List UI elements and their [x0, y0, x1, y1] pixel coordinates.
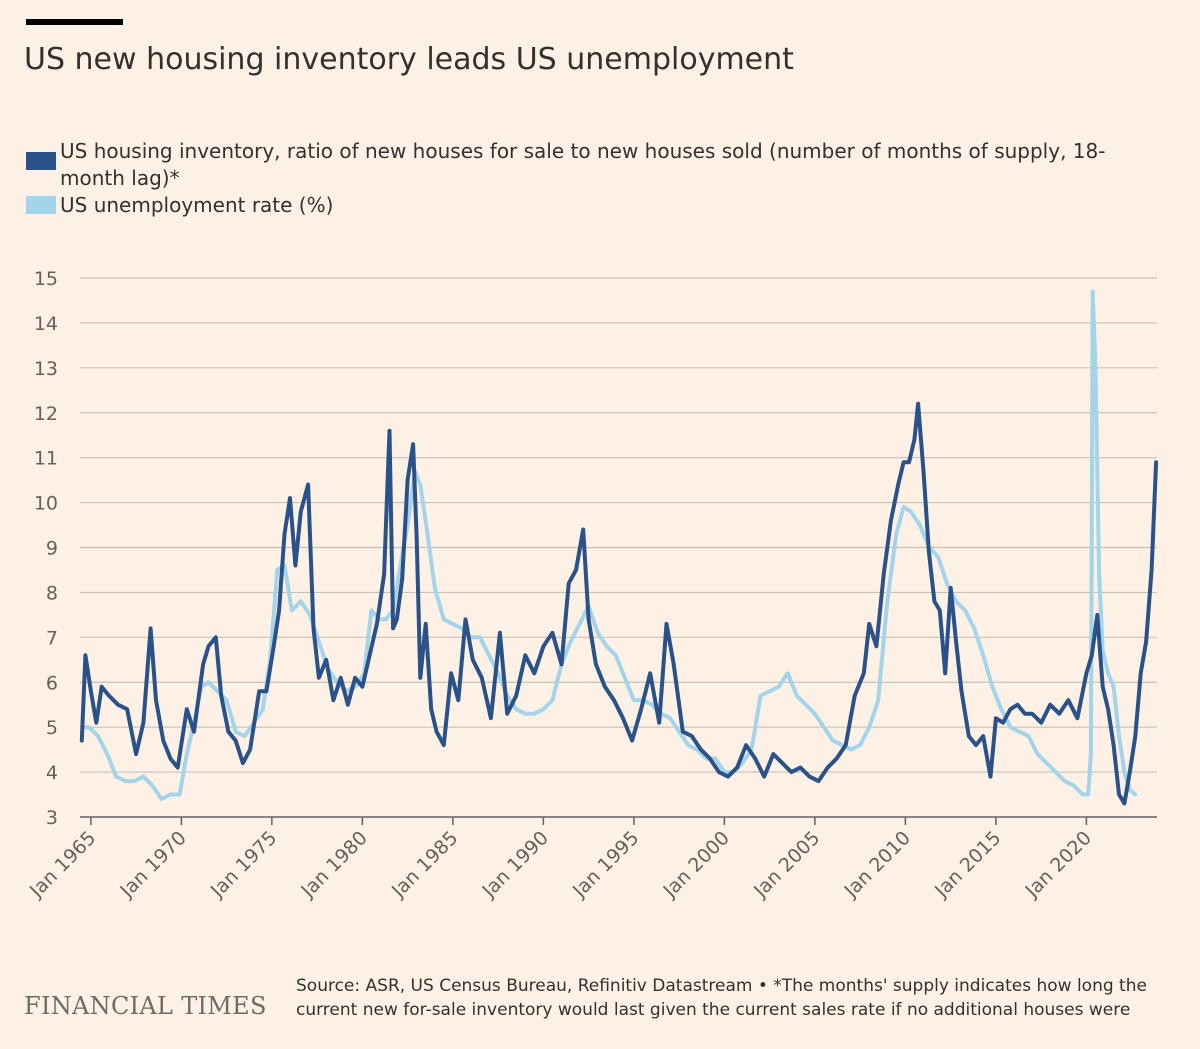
x-tick-label: Jan 2005	[749, 827, 824, 902]
legend-label-inventory: US housing inventory, ratio of new house…	[60, 139, 1106, 190]
y-tick-label: 4	[46, 762, 58, 784]
x-tick-label: Jan 1980	[296, 827, 371, 902]
y-tick-label: 11	[34, 448, 58, 470]
x-tick-label: Jan 2015	[930, 827, 1005, 902]
x-axis: Jan 1965 Jan 1970 Jan 1975 Jan 1980 Jan 1985…	[25, 817, 1096, 902]
ft-logo: FINANCIAL TIMES	[24, 992, 267, 1020]
y-tick-label: 14	[34, 313, 58, 335]
y-tick-label: 15	[34, 268, 58, 290]
y-tick-label: 5	[46, 717, 58, 739]
x-tick-label: Jan 1990	[477, 827, 552, 902]
y-tick-label: 3	[46, 807, 58, 829]
legend-swatch-inventory	[26, 152, 56, 170]
x-tick-label: Jan 2020	[1021, 827, 1096, 902]
y-tick-label: 13	[34, 358, 58, 380]
legend: US housing inventory, ratio of new house…	[26, 138, 1136, 219]
x-tick-label: Jan 2010	[839, 827, 914, 902]
y-tick-label: 12	[34, 403, 58, 425]
legend-item-inventory: US housing inventory, ratio of new house…	[26, 138, 1136, 192]
chart-title: US new housing inventory leads US unempl…	[24, 42, 794, 77]
x-tick-label: Jan 1995	[568, 827, 643, 902]
legend-item-unemployment: US unemployment rate (%)	[26, 192, 1136, 219]
legend-label-unemployment: US unemployment rate (%)	[60, 193, 334, 217]
y-tick-label: 8	[46, 582, 58, 604]
gridlines	[80, 277, 1157, 818]
y-axis: 3 4 5 6 7 8 9 10 11 12 13 14 15	[34, 268, 58, 829]
series-line-housing-inventory	[79, 401, 1159, 806]
x-tick-label: Jan 1975	[206, 827, 281, 902]
x-tick-label: Jan 1985	[387, 827, 462, 902]
source-note: Source: ASR, US Census Bureau, Refinitiv…	[296, 976, 1147, 1020]
series-line-unemployment	[79, 289, 1138, 801]
y-tick-label: 6	[46, 672, 58, 694]
legend-swatch-unemployment	[26, 196, 56, 214]
series-lines	[79, 289, 1159, 806]
y-tick-label: 9	[46, 538, 58, 560]
x-tick-label: Jan 1970	[115, 827, 190, 902]
x-tick-label: Jan 2000	[658, 827, 733, 902]
x-tick-label: Jan 1965	[25, 827, 100, 902]
y-tick-label: 7	[46, 627, 58, 649]
y-tick-label: 10	[34, 493, 58, 515]
ft-top-rule	[26, 19, 123, 25]
